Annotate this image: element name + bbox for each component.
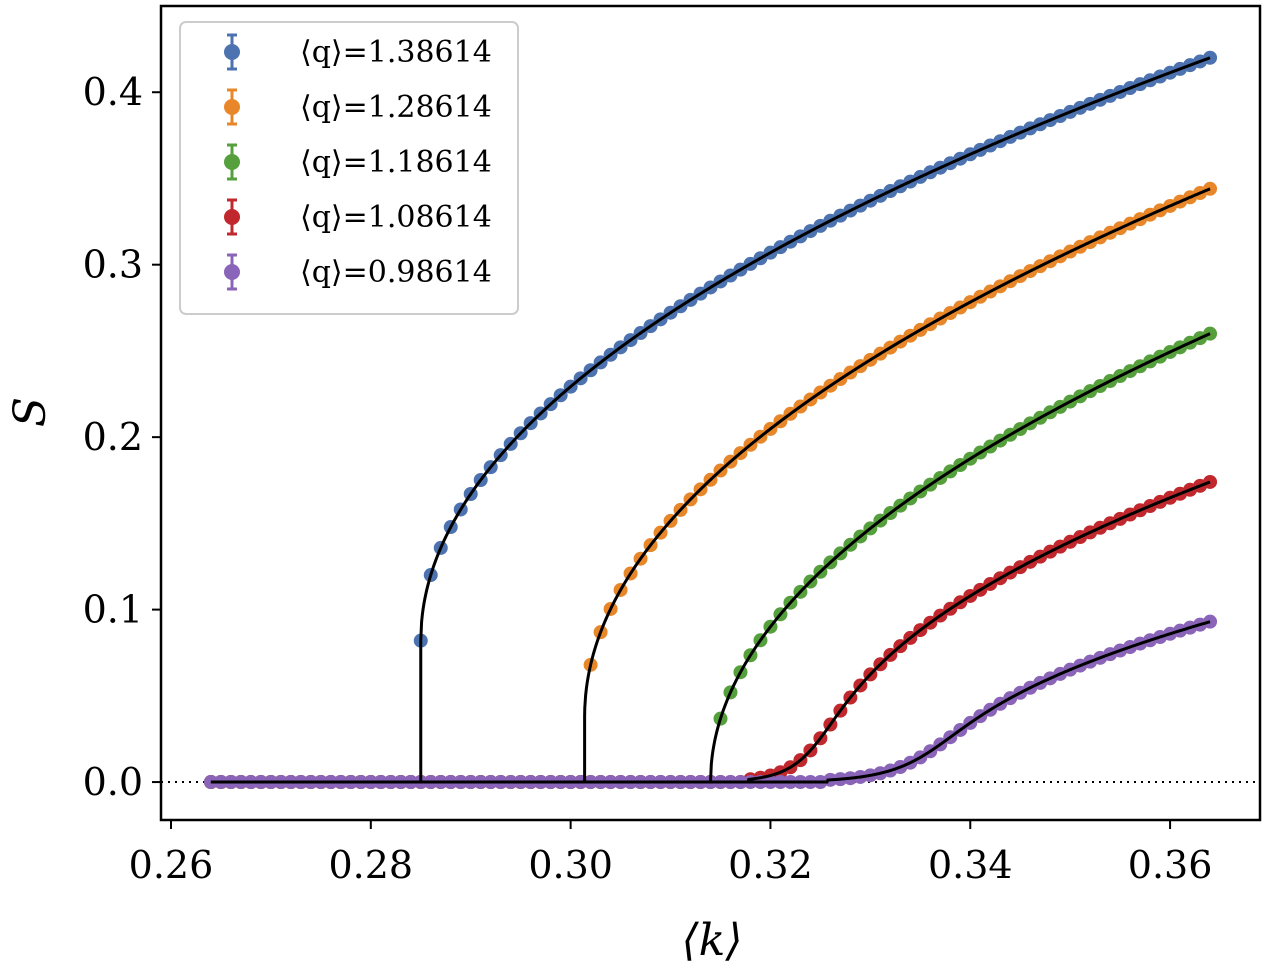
legend-label: ⟨q⟩=1.08614	[300, 200, 492, 235]
legend-marker	[224, 264, 240, 280]
x-tick-label: 0.36	[1128, 843, 1213, 887]
x-tick-label: 0.28	[329, 843, 414, 887]
legend-entry-4: ⟨q⟩=1.08614	[224, 198, 492, 236]
plot-area	[161, 50, 1260, 790]
legend-entry-2: ⟨q⟩=1.28614	[224, 88, 492, 126]
legend-marker	[224, 154, 240, 170]
legend-marker	[224, 99, 240, 115]
x-tick-label: 0.34	[928, 843, 1013, 887]
fit-curve-5	[210, 620, 1211, 784]
legend-label: ⟨q⟩=1.28614	[300, 90, 492, 125]
y-axis-label: S	[5, 397, 56, 427]
legend-entry-1: ⟨q⟩=1.38614	[224, 33, 492, 71]
y-tick-label: 0.4	[83, 70, 143, 114]
y-tick-label: 0.2	[83, 415, 143, 459]
y-tick-label: 0.1	[83, 588, 143, 632]
x-axis-label: ⟨k⟩	[682, 915, 743, 966]
legend-entry-3: ⟨q⟩=1.18614	[224, 143, 492, 181]
series-4-points	[203, 474, 1218, 790]
legend-box	[179, 21, 519, 315]
y-tick-label: 0.3	[83, 243, 143, 287]
legend-marker	[224, 209, 240, 225]
series-3-points	[203, 326, 1218, 790]
legend-label: ⟨q⟩=0.98614	[300, 255, 492, 290]
y-tick-label: 0.0	[83, 760, 143, 804]
legend: ⟨q⟩=1.38614 ⟨q⟩=1.28614 ⟨q⟩=1.18614 ⟨q⟩=1.0…	[179, 21, 519, 315]
axes: 0.26 0.28 0.30 0.32 0.34 0.36 0.0 0.1 0.2 0.3 0.4	[83, 4, 1262, 887]
fit-curve-4	[210, 480, 1211, 784]
legend-label: ⟨q⟩=1.38614	[300, 35, 492, 70]
x-tick-label: 0.32	[728, 843, 813, 887]
legend-label: ⟨q⟩=1.18614	[300, 145, 492, 180]
legend-entry-5: ⟨q⟩=0.98614	[224, 253, 492, 291]
x-tick-label: 0.30	[528, 843, 613, 887]
plot-frame	[159, 4, 1262, 822]
legend-marker	[224, 44, 240, 60]
x-tick-label: 0.26	[129, 843, 214, 887]
